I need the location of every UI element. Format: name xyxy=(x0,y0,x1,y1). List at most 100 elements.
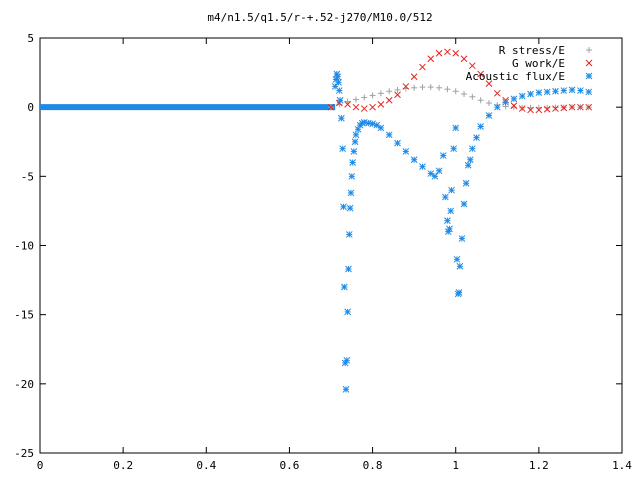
x-tick-label: 1.4 xyxy=(612,459,632,472)
data-point xyxy=(369,92,376,99)
data-point xyxy=(469,93,476,100)
data-point xyxy=(394,86,401,93)
data-point xyxy=(394,139,401,147)
data-point xyxy=(347,189,355,197)
data-point xyxy=(456,262,464,270)
data-point xyxy=(460,200,468,208)
data-point xyxy=(427,84,434,91)
data-point xyxy=(360,105,368,112)
data-point xyxy=(585,88,593,96)
data-point xyxy=(419,63,426,71)
data-point xyxy=(510,104,517,111)
data-point xyxy=(340,203,347,211)
data-point xyxy=(344,98,351,105)
data-point xyxy=(460,55,468,63)
data-point xyxy=(345,231,353,238)
data-point xyxy=(377,101,385,108)
x-tick-label: 0.8 xyxy=(363,459,383,472)
data-point xyxy=(455,289,463,296)
data-point xyxy=(402,148,410,155)
data-point xyxy=(527,90,534,98)
y-tick-label: -15 xyxy=(14,309,34,322)
data-point xyxy=(352,103,360,111)
data-point xyxy=(462,179,470,187)
data-point xyxy=(348,172,356,180)
y-tick-label: -20 xyxy=(14,378,34,391)
data-point xyxy=(446,225,453,233)
data-point xyxy=(369,120,376,128)
data-point xyxy=(435,167,443,175)
data-point xyxy=(335,87,343,94)
x-tick-label: 1 xyxy=(452,459,459,472)
data-point xyxy=(473,134,480,141)
data-point xyxy=(577,87,584,94)
y-tick-label: 5 xyxy=(27,32,34,45)
data-point xyxy=(585,103,593,111)
data-point xyxy=(552,105,559,112)
data-point xyxy=(518,92,526,100)
data-point xyxy=(334,73,342,81)
data-point xyxy=(344,101,351,108)
data-point xyxy=(444,48,451,56)
y-tick-label: -25 xyxy=(14,447,34,460)
data-point xyxy=(444,86,451,93)
data-point xyxy=(340,283,348,291)
data-point xyxy=(510,102,518,110)
data-point xyxy=(343,356,351,364)
data-point xyxy=(344,308,351,316)
data-point xyxy=(342,386,350,393)
data-point xyxy=(466,156,474,164)
data-point xyxy=(461,91,468,98)
data-point xyxy=(485,100,492,107)
data-point xyxy=(427,170,435,177)
data-point xyxy=(419,163,426,171)
chart-title: m4/n1.5/q1.5/r-+.52-j270/M10.0/512 xyxy=(207,11,432,24)
data-point xyxy=(346,204,354,212)
data-point xyxy=(385,96,393,104)
y-tick-label: 0 xyxy=(27,101,34,114)
data-point xyxy=(427,55,435,63)
y-tick-label: -5 xyxy=(21,170,34,183)
data-point xyxy=(560,87,568,94)
data-point xyxy=(453,255,461,263)
data-point xyxy=(477,70,485,78)
data-point xyxy=(410,156,418,164)
data-point xyxy=(552,104,559,111)
data-point xyxy=(349,159,356,166)
series-1 xyxy=(328,84,592,111)
series-3 xyxy=(331,70,593,393)
data-point xyxy=(377,124,385,132)
data-point xyxy=(527,106,534,114)
x-tick-label: 0.6 xyxy=(279,459,299,472)
data-point xyxy=(447,207,455,215)
legend-label: R stress/E xyxy=(499,44,565,57)
data-point xyxy=(394,91,401,99)
data-point xyxy=(568,103,576,111)
data-point xyxy=(502,98,509,106)
data-point xyxy=(518,105,526,112)
legend-marker xyxy=(585,72,593,80)
data-point xyxy=(568,86,576,94)
data-point xyxy=(493,103,501,111)
data-point xyxy=(535,106,543,114)
data-point xyxy=(350,148,358,155)
data-point xyxy=(336,96,344,104)
data-point xyxy=(458,235,466,242)
legend-marker xyxy=(586,47,592,53)
data-point xyxy=(338,114,345,122)
data-point xyxy=(441,193,449,201)
data-point xyxy=(327,103,335,111)
y-tick-label: -10 xyxy=(14,240,34,253)
data-point xyxy=(485,112,493,119)
data-point xyxy=(373,121,381,129)
data-point xyxy=(535,89,543,96)
data-point xyxy=(464,161,472,169)
data-point xyxy=(369,103,376,111)
data-point xyxy=(439,152,447,159)
data-point xyxy=(377,90,384,97)
data-point xyxy=(352,131,360,139)
axes: 0 0.2 0.4 0.6 0.8 1 1.2 1.4 -25 -20 -15 -10 -5 0 5 xyxy=(14,32,632,472)
data-point xyxy=(577,103,584,111)
